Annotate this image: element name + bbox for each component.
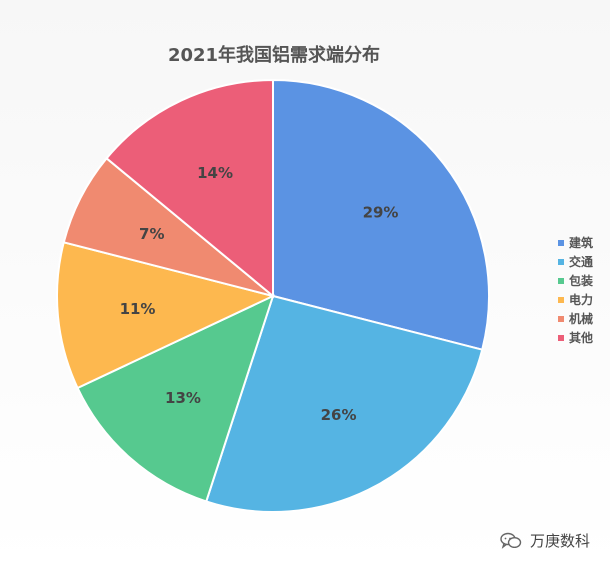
legend-label-3: 电力	[569, 292, 593, 307]
legend-label-4: 机械	[569, 311, 593, 326]
legend-swatch-3	[558, 297, 564, 303]
legend-label-0: 建筑	[568, 235, 593, 250]
slice-label-0: 29%	[363, 204, 399, 222]
pie-slice-labels: 29% 26% 13% 11% 7% 14%	[120, 164, 399, 424]
legend-swatch-2	[558, 278, 564, 284]
slice-label-3: 11%	[120, 300, 156, 318]
pie-slice-5	[105, 78, 274, 299]
chart-title: 2021年我国铝需求端分布	[168, 44, 380, 66]
pie-slice-0	[272, 78, 490, 351]
slice-label-4: 7%	[139, 225, 164, 243]
legend-label-2: 包装	[568, 273, 593, 288]
pie-slices	[56, 78, 490, 513]
watermark-text: 万庚数科	[530, 532, 591, 550]
legend-label-5: 其他	[569, 330, 593, 345]
legend-swatch-4	[558, 316, 564, 322]
pie-slice-3	[56, 241, 276, 390]
legend-swatch-1	[558, 259, 564, 265]
pie-slice-1	[204, 294, 484, 513]
pie-slice-2	[76, 294, 275, 503]
slice-label-2: 13%	[165, 389, 201, 407]
legend-swatch-0	[558, 240, 564, 246]
slice-label-5: 14%	[197, 164, 233, 182]
wechat-icon	[500, 532, 522, 549]
slice-label-1: 26%	[321, 406, 357, 424]
legend-swatch-5	[558, 335, 564, 341]
watermark: 万庚数科	[500, 530, 590, 551]
legend-label-1: 交通	[569, 254, 593, 269]
